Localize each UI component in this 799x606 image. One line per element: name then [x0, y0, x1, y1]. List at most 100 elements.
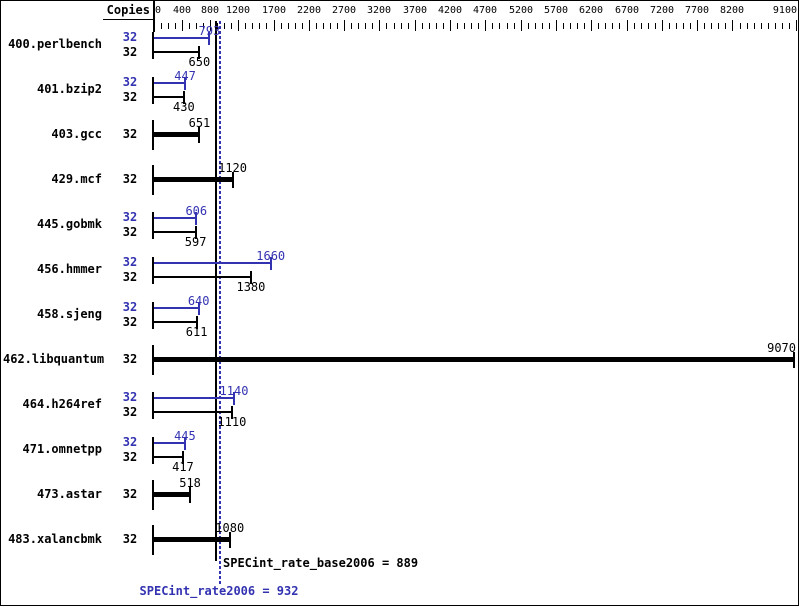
- copies-value: 32: [122, 449, 138, 464]
- peak-value-label: 793: [198, 23, 221, 38]
- axis-tick: [182, 20, 183, 31]
- copies-value: 32: [122, 29, 138, 44]
- axis-tick: [542, 23, 543, 29]
- peak-value-label: 1660: [256, 248, 286, 263]
- axis-tick: [358, 23, 359, 29]
- peak-value-label: 640: [187, 293, 210, 308]
- axis-tick: [570, 23, 571, 29]
- copies-value: 32: [122, 299, 138, 314]
- axis-tick: [605, 23, 606, 29]
- axis-tick: [584, 23, 585, 29]
- bar-end-tick: [231, 171, 234, 188]
- bar-end-tick: [792, 351, 795, 368]
- axis-tick-label: 2200: [296, 5, 322, 16]
- single-bar: [154, 491, 191, 497]
- axis-tick: [224, 23, 225, 29]
- axis-tick: [507, 23, 508, 29]
- axis-tick: [556, 20, 557, 31]
- copies-value: 32: [122, 89, 138, 104]
- bar-end-tick: [208, 31, 211, 45]
- axis-tick: [351, 23, 352, 29]
- axis-tick: [379, 20, 380, 31]
- axis-tick: [577, 23, 578, 29]
- axis-tick: [740, 23, 741, 29]
- copies-value: 32: [122, 171, 138, 186]
- axis-tick: [217, 23, 218, 29]
- axis-tick: [648, 23, 649, 29]
- bar-end-tick: [194, 225, 197, 239]
- axis-tick: [189, 23, 190, 29]
- axis-tick: [394, 23, 395, 29]
- peak-value-label: 447: [174, 68, 196, 83]
- axis-tick: [323, 23, 324, 29]
- axis-tick: [464, 23, 465, 29]
- axis-tick: [309, 20, 310, 31]
- base-value-label: 417: [172, 459, 194, 474]
- axis-tick: [337, 23, 338, 29]
- copies-value: 32: [122, 314, 138, 329]
- axis-tick: [203, 23, 204, 29]
- copies-header-underline: [103, 19, 154, 20]
- copies-value: 32: [122, 209, 138, 224]
- bar-end-tick: [184, 76, 187, 90]
- axis-tick: [634, 23, 635, 29]
- axis-tick-label: 4200: [437, 5, 463, 16]
- benchmark-label: 473.astar: [36, 486, 102, 501]
- copies-value: 32: [122, 351, 138, 366]
- axis-tick-label: 8200: [719, 5, 745, 16]
- peak-bar: [154, 396, 234, 399]
- copies-value: 32: [122, 269, 138, 284]
- bar-end-tick: [197, 301, 200, 315]
- bar-start-tick: [152, 524, 154, 555]
- bar-start-tick: [152, 301, 154, 329]
- axis-tick: [528, 23, 529, 29]
- bar-start-tick: [152, 164, 154, 195]
- axis-tick: [683, 23, 684, 29]
- bar-start-tick: [152, 344, 154, 375]
- axis-tick-label: 1700: [261, 5, 287, 16]
- bar-end-tick: [183, 436, 186, 450]
- base-value-label: 1380: [236, 279, 266, 294]
- copies-value: 32: [122, 389, 138, 404]
- axis-tick: [485, 20, 486, 31]
- axis-tick: [655, 23, 656, 29]
- peak-bar: [154, 36, 210, 39]
- axis-tick: [796, 20, 797, 31]
- bar-end-tick: [230, 405, 233, 419]
- bar-start-tick: [152, 31, 154, 59]
- axis-tick: [676, 23, 677, 29]
- base-bar: [154, 50, 200, 53]
- axis-tick-label: 400: [172, 5, 192, 16]
- base-reference-line: [215, 21, 217, 561]
- copies-value: 32: [122, 486, 138, 501]
- value-label: 651: [188, 115, 211, 130]
- peak-value-label: 445: [174, 428, 196, 443]
- bar-end-tick: [198, 126, 201, 143]
- bar-end-tick: [232, 391, 235, 405]
- bar-end-tick: [249, 270, 252, 284]
- bar-start-tick: [152, 391, 154, 419]
- base-bar: [154, 230, 196, 233]
- axis-tick: [471, 23, 472, 29]
- value-label: 9070: [767, 340, 796, 355]
- axis-tick: [732, 20, 733, 31]
- axis-tick: [514, 23, 515, 29]
- axis-tick: [295, 23, 296, 29]
- base-bar: [154, 95, 184, 98]
- benchmark-label: 403.gcc: [51, 126, 102, 141]
- axis-tick: [288, 23, 289, 29]
- axis-tick: [231, 23, 232, 29]
- copies-value: 32: [122, 44, 138, 59]
- benchmark-label: 429.mcf: [51, 171, 102, 186]
- summary-base-text: SPECint_rate_base2006 = 889: [223, 556, 419, 570]
- bar-start-tick: [152, 76, 154, 104]
- axis-tick: [669, 23, 670, 29]
- axis-tick-label: 1200: [225, 5, 251, 16]
- axis-tick: [168, 23, 169, 29]
- summary-peak-text: SPECint_rate2006 = 932: [139, 584, 299, 598]
- base-value-label: 1110: [217, 414, 247, 429]
- axis-tick: [372, 23, 373, 29]
- axis-tick: [365, 23, 366, 29]
